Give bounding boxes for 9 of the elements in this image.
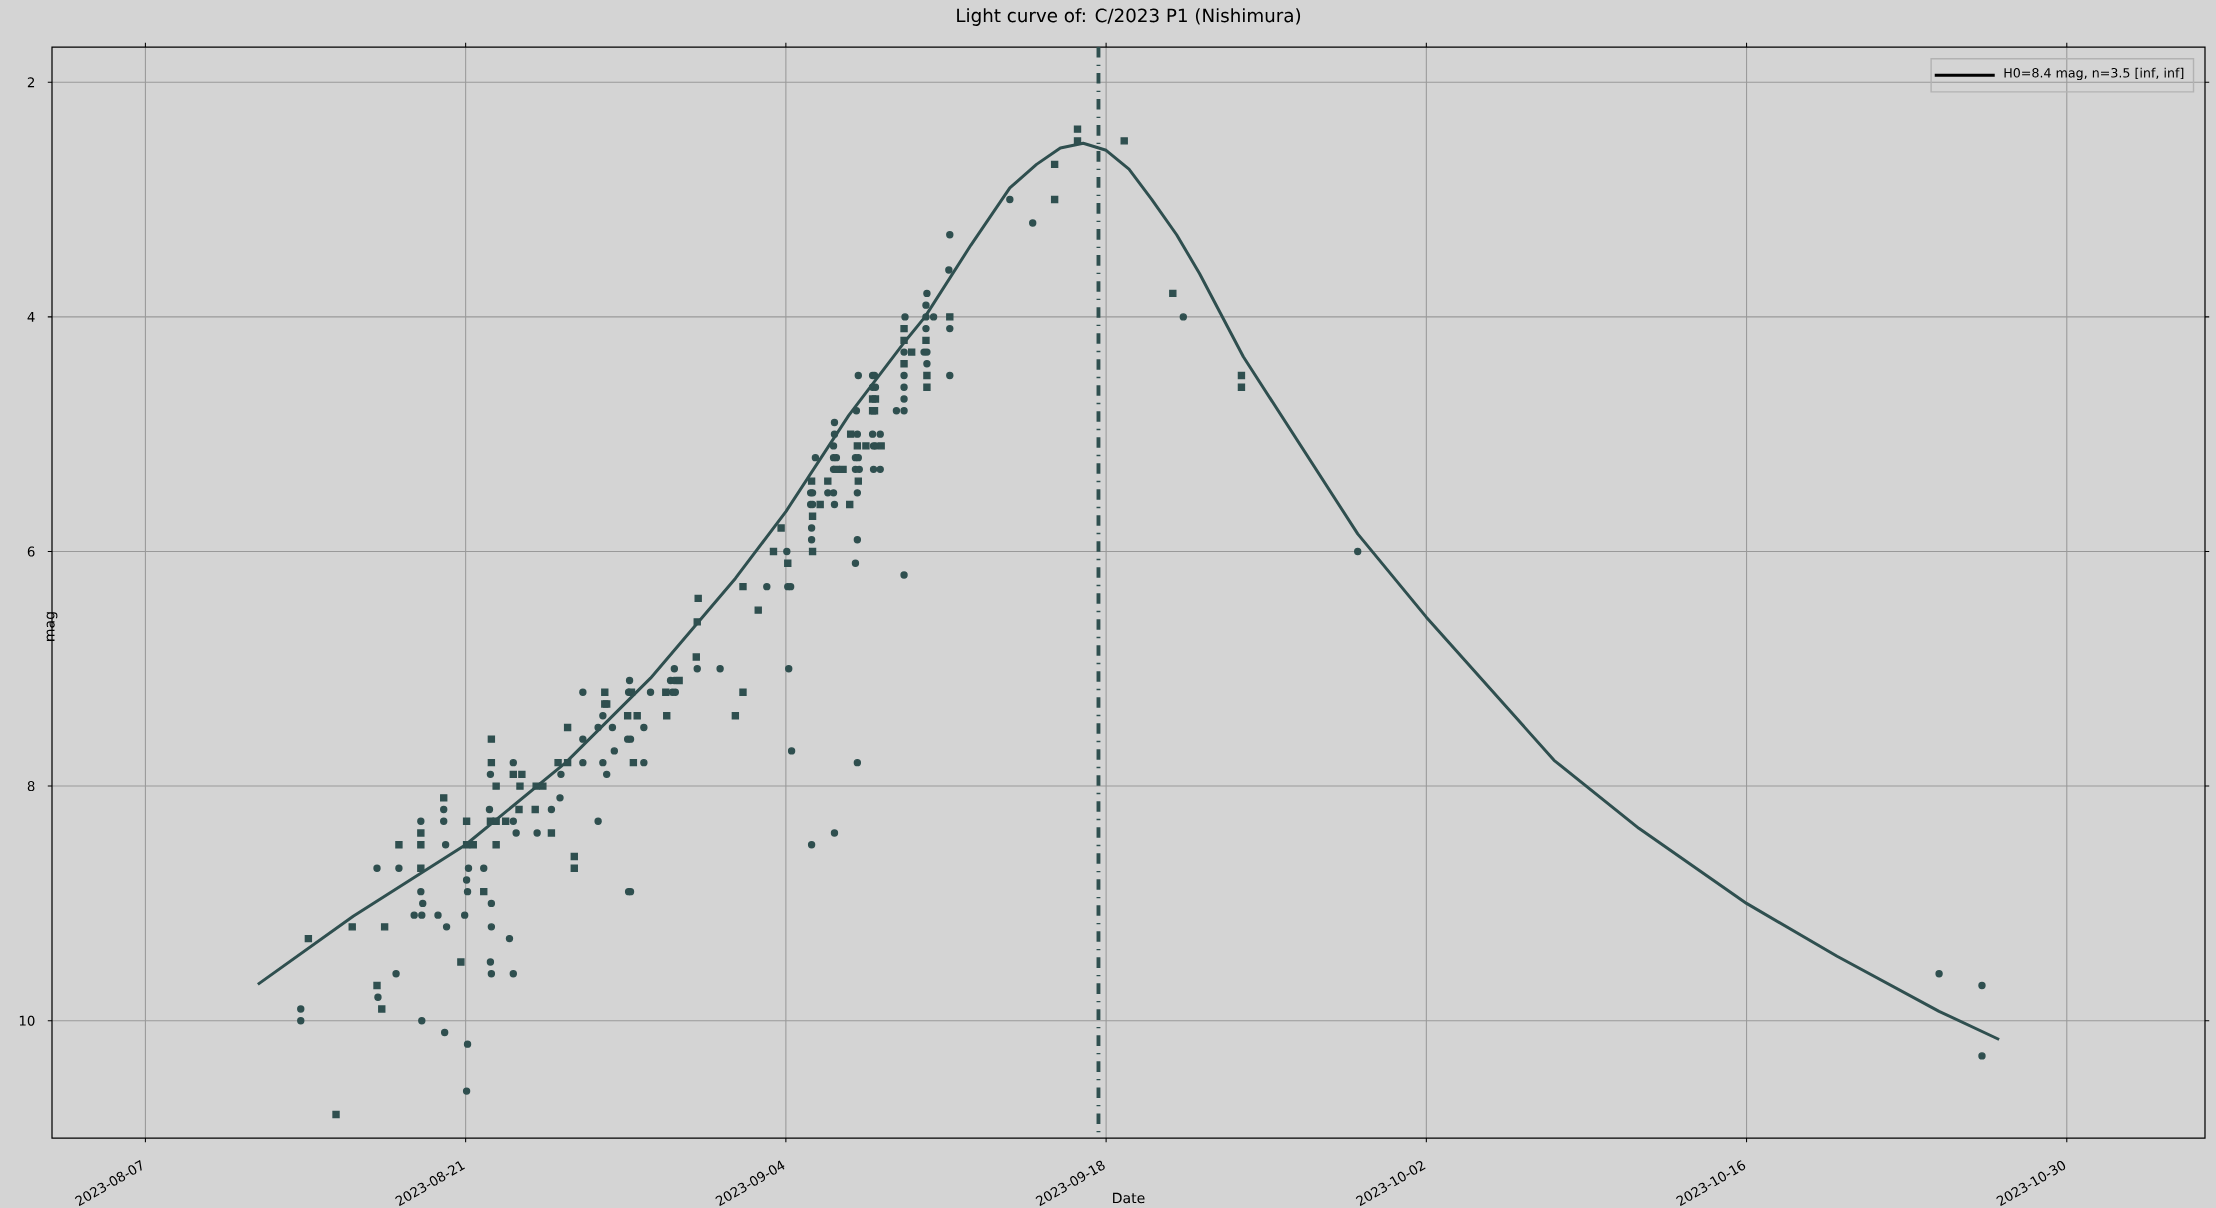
y-tick-label: 10 xyxy=(19,1015,35,1026)
y-tick-label: 4 xyxy=(27,312,35,322)
y-tick-label: 6 xyxy=(27,546,35,557)
text: H0=8.4 mag, n=3.5 [inf, inf] xyxy=(2004,67,2184,81)
chart-title: Light curve of: C/2023 P1 (Nishimura) xyxy=(957,8,1301,26)
y-tick-label: 2 xyxy=(27,77,35,88)
x-axis-title: Date xyxy=(1113,1192,1145,1204)
y-tick-label: 8 xyxy=(27,781,35,792)
y-axis-title: mag xyxy=(46,612,58,641)
